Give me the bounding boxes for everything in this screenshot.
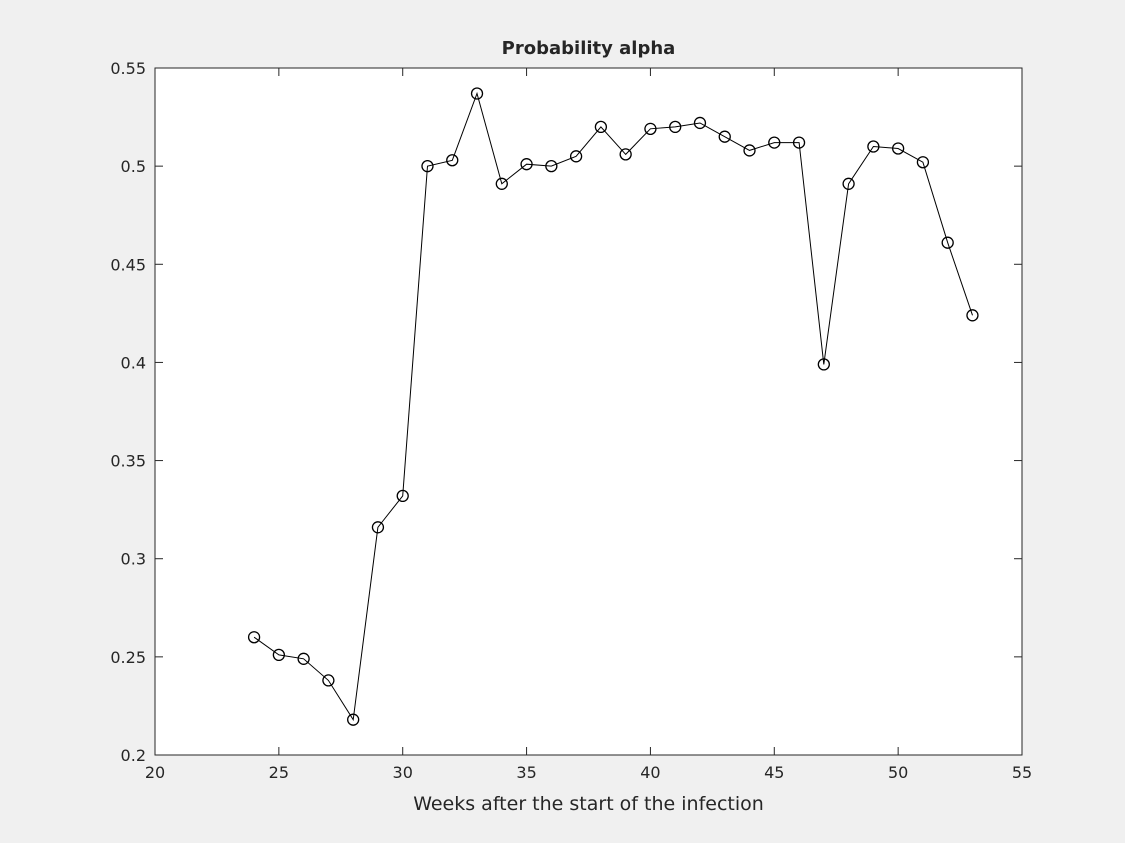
x-tick-label: 35	[516, 763, 536, 782]
y-tick-label: 0.2	[121, 746, 146, 765]
x-tick-label: 25	[269, 763, 289, 782]
data-point	[867, 140, 880, 153]
y-tick-label: 0.35	[110, 452, 146, 471]
data-point	[421, 159, 434, 173]
y-tick-labels: 0.2 0.25 0.3 0.35 0.4 0.45 0.5 0.55	[110, 59, 146, 765]
y-tick-label: 0.55	[110, 59, 146, 78]
x-tick-label: 45	[764, 763, 784, 782]
data-point	[470, 87, 484, 100]
x-tick-label: 20	[145, 763, 165, 782]
data-point	[718, 130, 731, 143]
x-tick-label: 30	[393, 763, 413, 782]
data-point	[669, 120, 682, 134]
x-tick-labels: 20 25 30 35 40 45 50 55	[145, 763, 1032, 782]
data-point	[619, 148, 632, 161]
data-point	[520, 158, 533, 171]
data-point	[347, 713, 360, 726]
data-point	[941, 236, 954, 249]
data-point	[743, 144, 756, 157]
data-point	[569, 150, 583, 163]
data-point	[916, 156, 930, 169]
data-point	[446, 154, 459, 167]
y-tick-label: 0.25	[110, 648, 146, 667]
data-point	[371, 521, 385, 534]
data-point	[594, 120, 608, 134]
data-point	[247, 631, 261, 644]
data-point	[272, 648, 286, 662]
data-series	[247, 87, 979, 726]
x-tick-label: 55	[1012, 763, 1032, 782]
data-point	[545, 159, 558, 173]
chart-title: Probability alpha	[502, 38, 676, 59]
data-point	[495, 177, 508, 190]
x-tick-label: 50	[888, 763, 908, 782]
data-point	[891, 142, 905, 155]
x-axis-label: Weeks after the start of the infection	[413, 793, 764, 815]
data-point	[792, 136, 806, 149]
axes-box	[154, 67, 1023, 756]
data-point	[693, 116, 707, 130]
data-point	[768, 136, 781, 149]
y-tick-label: 0.4	[121, 353, 146, 372]
data-point	[322, 674, 335, 687]
x-tick-label: 40	[640, 763, 660, 782]
data-point	[966, 309, 979, 322]
y-tick-label: 0.3	[121, 550, 146, 569]
data-point	[297, 652, 310, 665]
y-tick-label: 0.45	[110, 255, 146, 274]
data-point	[396, 489, 409, 503]
plot-area	[155, 68, 1022, 755]
data-point	[842, 177, 855, 190]
data-point	[817, 358, 830, 371]
data-point	[644, 122, 657, 135]
y-tick-label: 0.5	[121, 157, 146, 176]
series-line	[253, 91, 973, 722]
